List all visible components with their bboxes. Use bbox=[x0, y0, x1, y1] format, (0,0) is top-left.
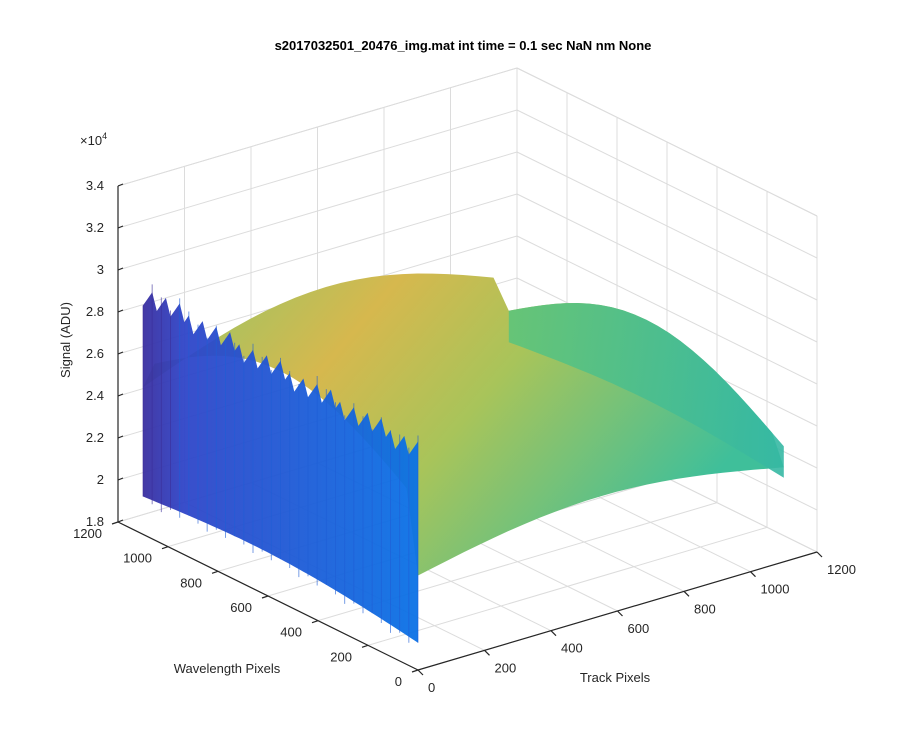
z-tick-label: 2.4 bbox=[86, 388, 104, 403]
z-multiplier: ×104 bbox=[80, 131, 107, 148]
y-tick-mark bbox=[411, 669, 419, 673]
box-edge bbox=[117, 67, 518, 187]
grid-line-z-back bbox=[117, 109, 518, 229]
y-tick-mark bbox=[111, 521, 119, 525]
x-tick-label: 600 bbox=[628, 621, 650, 636]
y-tick-mark bbox=[311, 620, 319, 624]
z-tick-mark bbox=[117, 393, 124, 397]
grid-line-z-back bbox=[117, 193, 518, 313]
grid-line-z-side bbox=[516, 193, 818, 343]
z-tick-mark bbox=[117, 435, 124, 439]
x-tick-mark bbox=[484, 649, 490, 656]
z-tick-label: 2 bbox=[97, 472, 104, 487]
x-tick-label: 200 bbox=[495, 660, 517, 675]
y-tick-label: 400 bbox=[280, 625, 302, 640]
x-axis-label: Track Pixels bbox=[580, 670, 651, 685]
x-tick-label: 400 bbox=[561, 641, 583, 656]
z-tick-label: 3.4 bbox=[86, 178, 104, 193]
z-multiplier-exponent: 4 bbox=[102, 131, 107, 141]
surface-right-face bbox=[508, 303, 784, 478]
y-tick-label: 200 bbox=[330, 649, 352, 664]
chart-title: s2017032501_20476_img.mat int time = 0.1… bbox=[275, 38, 652, 53]
grid-line-z-side bbox=[516, 151, 818, 301]
x-tick-mark bbox=[816, 551, 823, 558]
x-tick-mark bbox=[617, 610, 623, 617]
surface-plot bbox=[142, 273, 784, 643]
tick-labels: 0 200 400 600 800 1000 1200 0 200 400 600 800 1000 12… bbox=[73, 178, 856, 695]
grid-line-z-back bbox=[117, 151, 518, 271]
z-tick-label: 1.8 bbox=[86, 514, 104, 529]
y-tick-label: 1200 bbox=[73, 526, 102, 541]
y-tick-label: 1000 bbox=[123, 551, 152, 566]
y-tick-mark bbox=[211, 570, 219, 574]
x-tick-label: 1200 bbox=[827, 562, 856, 577]
grid-line-z-side bbox=[516, 235, 818, 385]
z-tick-label: 2.8 bbox=[86, 304, 104, 319]
box-edge bbox=[516, 67, 818, 217]
y-tick-label: 0 bbox=[395, 674, 402, 689]
z-tick-label: 2.6 bbox=[86, 346, 104, 361]
grid-line-y-floor bbox=[367, 526, 768, 646]
x-tick-mark bbox=[550, 630, 557, 637]
x-tick-label: 800 bbox=[694, 601, 716, 616]
x-tick-label: 1000 bbox=[761, 582, 790, 597]
z-tick-label: 3.2 bbox=[86, 220, 104, 235]
y-tick-mark bbox=[361, 644, 369, 648]
z-tick-mark bbox=[117, 183, 124, 187]
x-tick-label: 0 bbox=[428, 680, 435, 695]
z-tick-mark bbox=[117, 225, 124, 229]
z-axis-label: Signal (ADU) bbox=[58, 302, 73, 378]
z-multiplier-base: ×10 bbox=[80, 133, 102, 148]
z-tick-mark bbox=[117, 351, 124, 355]
y-tick-mark bbox=[261, 595, 269, 599]
x-tick-mark bbox=[417, 669, 424, 676]
z-tick-label: 3 bbox=[97, 262, 104, 277]
z-tick-mark bbox=[117, 267, 124, 271]
grid-line-z-side bbox=[516, 109, 818, 259]
y-tick-mark bbox=[161, 546, 169, 550]
x-tick-mark bbox=[683, 590, 690, 597]
y-tick-label: 600 bbox=[230, 600, 252, 615]
z-tick-label: 2.2 bbox=[86, 430, 104, 445]
z-tick-mark bbox=[117, 519, 124, 523]
y-tick-label: 800 bbox=[180, 575, 202, 590]
z-tick-mark bbox=[117, 309, 124, 313]
z-tick-mark bbox=[117, 477, 124, 481]
x-tick-mark bbox=[750, 571, 756, 578]
y-axis-label: Wavelength Pixels bbox=[174, 661, 281, 676]
